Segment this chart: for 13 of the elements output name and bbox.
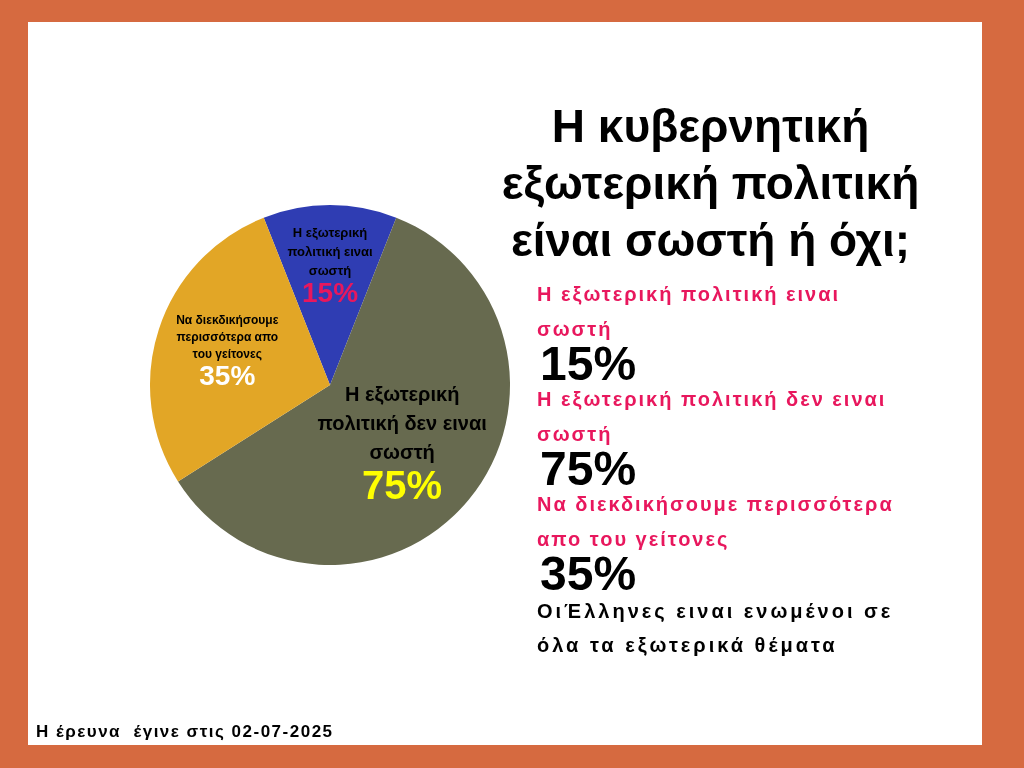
chart-title: Η κυβερνητική εξωτερική πολιτική είναι σωστή ή όχι; [500, 99, 921, 268]
category-label: Η εξωτερική πολιτική ειναι σωστή [537, 283, 841, 340]
data-label: 75% [362, 463, 443, 508]
data-label: 35% [199, 360, 256, 392]
category-label: Να διεκδικήσουμε περισσότερα απο του γείτονες [537, 493, 894, 550]
slice-label: Η εξωτερική πολιτική δεν ειναι σωστή [317, 383, 487, 464]
text: 35% [540, 547, 637, 600]
text: ΟιΈλληνες ειναι ενωμένοι σε όλα τα εξωτερικά θέματα [537, 599, 895, 658]
slice-label: Να διεκδικήσουμε περισσότερα απο του γείτονες [176, 312, 279, 362]
data-label: 15% [301, 277, 359, 309]
slice-label: Η εξωτερική πολιτική ειναι σωστή [287, 224, 373, 278]
slice-label: Η εξωτερική πολιτική δεν ειναι σωστή [537, 388, 887, 445]
text: Η έρευνα έγινε στις 02-07-2025 [36, 722, 334, 742]
